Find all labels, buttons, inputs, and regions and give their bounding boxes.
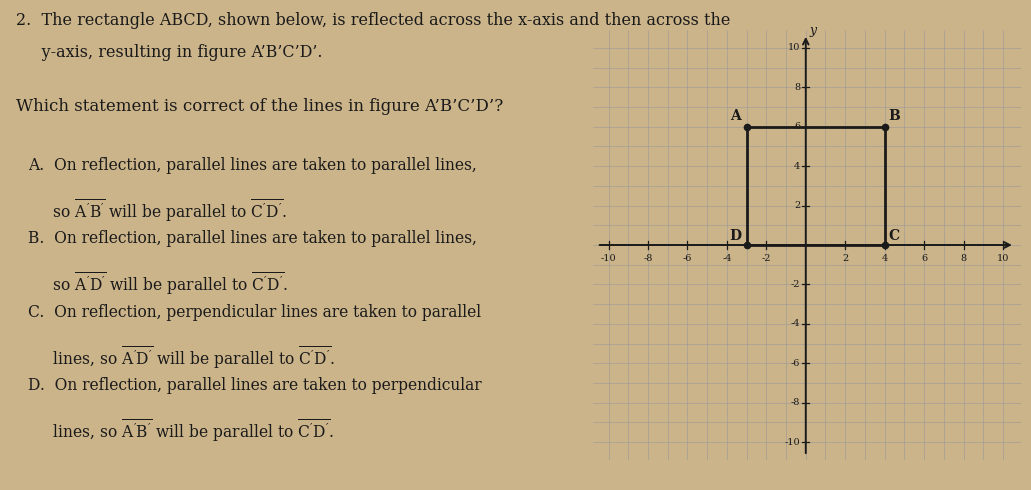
Text: lines, so $\mathregular{\overline{A'D'}}$ will be parallel to $\mathregular{\ove: lines, so $\mathregular{\overline{A'D'}}… <box>28 344 334 370</box>
Text: y: y <box>809 24 817 37</box>
Text: so $\mathregular{\overline{A'D'}}$ will be parallel to $\mathregular{\overline{C: so $\mathregular{\overline{A'D'}}$ will … <box>28 270 288 297</box>
Text: -8: -8 <box>643 254 653 263</box>
Text: C.  On reflection, perpendicular lines are taken to parallel: C. On reflection, perpendicular lines ar… <box>28 304 480 321</box>
Text: B: B <box>888 109 900 123</box>
Text: -6: -6 <box>683 254 692 263</box>
Text: -4: -4 <box>791 319 800 328</box>
Text: 2: 2 <box>794 201 800 210</box>
Text: 4: 4 <box>794 162 800 171</box>
Text: 2: 2 <box>842 254 849 263</box>
Text: 2.  The rectangle ABCD, shown below, is reflected across the x-axis and then acr: 2. The rectangle ABCD, shown below, is r… <box>16 12 730 29</box>
Text: 10: 10 <box>788 43 800 52</box>
Text: Which statement is correct of the lines in figure A’B’C’D’?: Which statement is correct of the lines … <box>16 98 503 115</box>
Text: -10: -10 <box>785 438 800 447</box>
Text: 8: 8 <box>961 254 967 263</box>
Text: -2: -2 <box>791 280 800 289</box>
Text: 6: 6 <box>794 122 800 131</box>
Text: 10: 10 <box>997 254 1009 263</box>
Text: -10: -10 <box>601 254 617 263</box>
Text: C: C <box>888 229 899 243</box>
Text: -2: -2 <box>762 254 771 263</box>
Text: y-axis, resulting in figure A’B’C’D’.: y-axis, resulting in figure A’B’C’D’. <box>16 44 323 61</box>
Text: -8: -8 <box>791 398 800 407</box>
Text: A.  On reflection, parallel lines are taken to parallel lines,: A. On reflection, parallel lines are tak… <box>28 157 476 174</box>
Text: 8: 8 <box>794 83 800 92</box>
Text: so $\mathregular{\overline{A'B'}}$ will be parallel to $\mathregular{\overline{C: so $\mathregular{\overline{A'B'}}$ will … <box>28 197 287 223</box>
Text: -6: -6 <box>791 359 800 368</box>
Text: A: A <box>730 109 741 123</box>
Text: lines, so $\mathregular{\overline{A'B'}}$ will be parallel to $\mathregular{\ove: lines, so $\mathregular{\overline{A'B'}}… <box>28 417 333 444</box>
Text: 4: 4 <box>882 254 888 263</box>
Text: D: D <box>729 229 741 243</box>
Text: -4: -4 <box>722 254 732 263</box>
Text: D.  On reflection, parallel lines are taken to perpendicular: D. On reflection, parallel lines are tak… <box>28 377 481 394</box>
Text: B.  On reflection, parallel lines are taken to parallel lines,: B. On reflection, parallel lines are tak… <box>28 230 476 247</box>
Text: 6: 6 <box>921 254 927 263</box>
